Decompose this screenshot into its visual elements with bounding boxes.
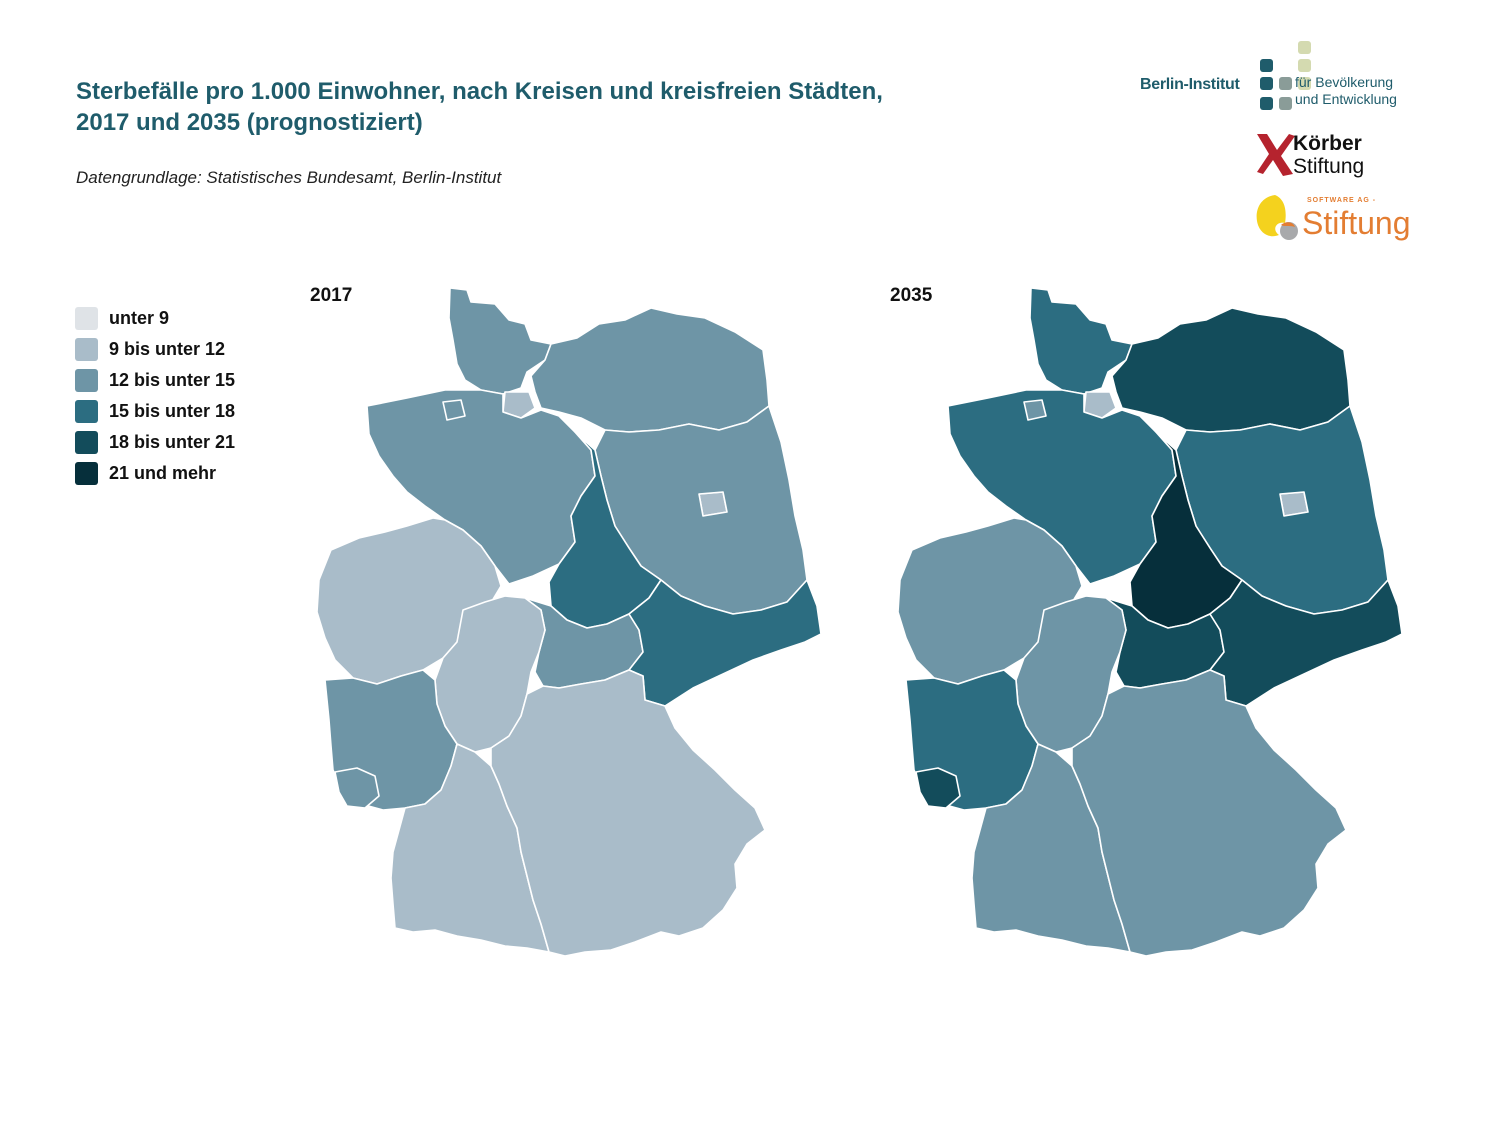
region-bayern <box>490 669 766 957</box>
map-svg <box>897 287 1403 957</box>
legend-swatch <box>75 307 98 330</box>
legend-swatch <box>75 338 98 361</box>
region-saarland <box>915 767 961 809</box>
koerber-name: Körber <box>1293 132 1362 155</box>
legend-swatch <box>75 400 98 423</box>
legend-label: unter 9 <box>109 308 170 328</box>
legend-swatch <box>75 462 98 485</box>
software-ag-icon <box>1256 195 1298 240</box>
legend-label: 12 bis unter 15 <box>109 370 236 390</box>
legend-item: unter 9 <box>75 303 235 334</box>
legend-label: 15 bis unter 18 <box>109 401 236 421</box>
koerber-stiftung: Stiftung <box>1293 155 1365 178</box>
software-ag-stiftung: Stiftung <box>1302 205 1411 241</box>
legend-item: 9 bis unter 12 <box>75 334 235 365</box>
koerber-logo: Körber Stiftung <box>1293 132 1364 178</box>
legend-item: 18 bis unter 21 <box>75 427 235 458</box>
legend-label: 21 und mehr <box>109 463 217 483</box>
logos: Berlin-Institut für Bevölkerung und Entw… <box>1130 30 1460 250</box>
berlin-institut-mark <box>1258 35 1311 115</box>
region-mecklenburg-vorpommern <box>1111 307 1351 433</box>
map-svg <box>316 287 822 957</box>
legend: unter 9 9 bis unter 12 12 bis unter 15 1… <box>75 303 235 489</box>
legend-swatch <box>75 431 98 454</box>
software-ag-label: SOFTWARE AG - <box>1307 197 1377 204</box>
germany-map-2017 <box>295 280 835 1000</box>
berlin-sub-line-1: für Bevölkerung <box>1295 74 1394 90</box>
germany-map-2035 <box>876 280 1416 1000</box>
region-bremen <box>1023 399 1047 421</box>
berlin-institut-logo: Berlin-Institut <box>1140 76 1240 93</box>
data-source: Datengrundlage: Statistisches Bundesamt,… <box>76 168 502 187</box>
region-schleswig-holstein <box>448 287 552 395</box>
legend-item: 15 bis unter 18 <box>75 396 235 427</box>
map-label-2035: 2035 <box>890 285 933 306</box>
region-mecklenburg-vorpommern <box>530 307 770 433</box>
region-schleswig-holstein <box>1029 287 1133 395</box>
legend-label: 9 bis unter 12 <box>109 339 226 359</box>
berlin-sub-line-2: und Entwicklung <box>1295 91 1397 107</box>
chart-title: Sterbefälle pro 1.000 Einwohner, nach Kr… <box>76 76 1016 138</box>
region-saarland <box>334 767 380 809</box>
berlin-institut-subtitle: für Bevölkerung und Entwicklung <box>1295 74 1397 108</box>
legend-swatch <box>75 369 98 392</box>
title-line-1: Sterbefälle pro 1.000 Einwohner, nach Kr… <box>76 78 883 105</box>
legend-label: 18 bis unter 21 <box>109 432 236 452</box>
legend-item: 12 bis unter 15 <box>75 365 235 396</box>
region-bayern <box>1071 669 1347 957</box>
legend-item: 21 und mehr <box>75 458 235 489</box>
map-label-2017: 2017 <box>310 285 353 306</box>
koerber-icon <box>1257 134 1295 176</box>
region-bremen <box>442 399 466 421</box>
title-line-2: 2017 und 2035 (prognostiziert) <box>76 109 423 136</box>
